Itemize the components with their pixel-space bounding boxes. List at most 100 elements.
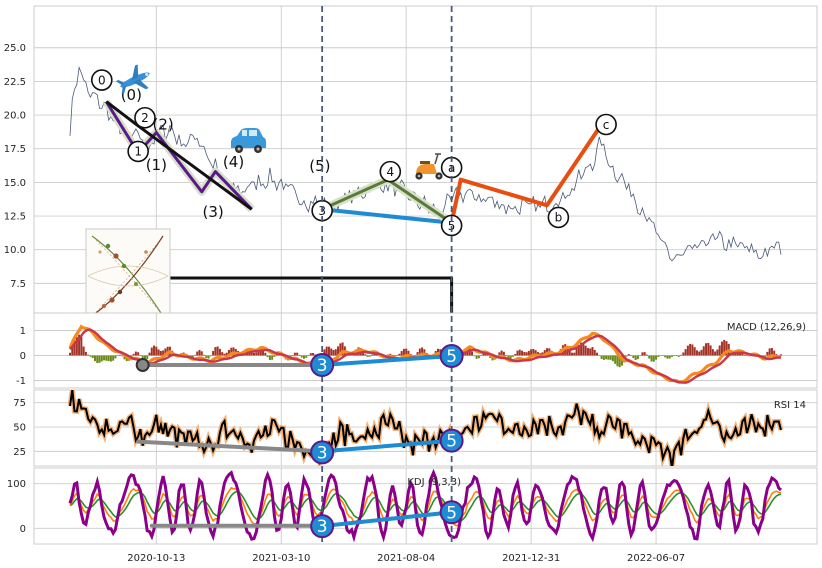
macd-histogram-bar (230, 347, 233, 356)
macd-histogram-bar (664, 355, 667, 358)
price-y-tick-label: 20.0 (4, 111, 26, 122)
macd-histogram-bar (402, 348, 405, 356)
macd-histogram-bar (264, 352, 267, 356)
macd-histogram-bar (505, 354, 508, 356)
wave-node-circle (91, 69, 113, 91)
macd-histogram-bar (139, 355, 142, 356)
macd-panel: 1 0 -1 MACD (12,26,9) (16, 312, 818, 389)
macd-histogram-bar (605, 355, 608, 360)
macd-divergence-line (320, 354, 454, 367)
macd-histogram-bar (711, 349, 714, 356)
x-tick-label: 2021-12-31 (502, 553, 560, 564)
macd-histogram-bar (273, 355, 276, 357)
airplane-icon (115, 64, 150, 94)
macd-histogram-bar (334, 349, 337, 356)
macd-histogram-bar (221, 352, 224, 356)
macd-histogram-bar (555, 355, 558, 356)
macd-histogram-bar (580, 342, 583, 356)
wave-label: (1) (146, 156, 167, 174)
macd-histogram-bar (680, 354, 683, 356)
macd-histogram-bar (103, 355, 106, 361)
macd-histogram-bar (511, 355, 514, 357)
macd-histogram-bar (423, 349, 426, 356)
macd-histogram-bar (368, 355, 371, 357)
macd-histogram-bar (98, 355, 101, 363)
macd-histogram-bar (302, 355, 305, 359)
macd-histogram-bar (568, 349, 571, 356)
macd-histogram-bar (327, 346, 330, 356)
rsi-divergence-marker-label: 3 (317, 443, 328, 463)
macd-histogram-bar (596, 352, 599, 356)
macd-histogram-bar (514, 354, 517, 356)
macd-histogram-bar (312, 353, 315, 356)
macd-histogram-bar (668, 355, 671, 359)
wave-node-label: 2 (141, 111, 149, 125)
wave-node-label: c (603, 118, 610, 132)
macd-histogram-bar (146, 355, 149, 360)
macd-histogram-bar (271, 355, 274, 360)
macd-histogram-bar (611, 355, 614, 362)
macd-histogram-bar (391, 354, 394, 356)
macd-histogram-bar (228, 349, 231, 356)
macd-histogram-bar (725, 341, 728, 356)
macd-histogram-bar (314, 354, 317, 356)
macd-histogram-bar (143, 355, 146, 361)
macd-histogram-bar (416, 352, 419, 356)
price-y-ticks: 7.5 10.0 12.5 15.0 17.5 20.0 22.5 25.0 (4, 43, 26, 290)
price-y-tick-label: 22.5 (4, 77, 26, 88)
macd-histogram-bar (84, 351, 87, 356)
macd-histogram-bar (141, 355, 144, 359)
wave-node-circle (134, 106, 156, 129)
kdj-divergence-lines (149, 510, 454, 529)
rsi-divergence-line (136, 439, 325, 454)
macd-histogram-bar (480, 355, 483, 356)
macd-histogram-bar (209, 355, 212, 357)
macd-histogram-bar (673, 355, 676, 356)
macd-histogram-bar (89, 355, 92, 357)
kdj-divergence-marker-label: 3 (317, 517, 328, 537)
macd-histogram-bar (250, 351, 253, 356)
macd-histogram-bar (216, 346, 219, 356)
macd-histogram-bar (225, 352, 228, 356)
macd-histogram-bar (157, 349, 160, 356)
macd-y-ticks: 1 0 -1 (16, 326, 26, 387)
macd-histogram-bar (191, 355, 194, 358)
macd-histogram-bar (736, 352, 739, 356)
macd-histogram-bar (118, 354, 121, 356)
macd-histogram-bar (132, 353, 135, 356)
macd-histogram-bar (153, 345, 156, 356)
macd-histogram-bar (530, 349, 533, 356)
kdj-divergence-marker (310, 514, 335, 539)
macd-histogram-bar (593, 349, 596, 356)
macd-histogram-bar (773, 350, 776, 356)
macd-histogram-bar (405, 348, 408, 356)
macd-histogram-bar (677, 355, 680, 357)
wave-node-circle (440, 214, 463, 237)
car-icon (231, 128, 266, 153)
macd-histogram-bar (521, 350, 524, 356)
macd-histogram-bar (636, 355, 639, 360)
macd-histogram-bar (398, 353, 401, 356)
macd-histogram-bar (291, 355, 294, 356)
macd-divergence-marker-label: 3 (317, 356, 328, 376)
macd-histogram-bar (498, 352, 501, 356)
macd-histogram-bar (246, 348, 249, 356)
macd-histogram-bar (600, 355, 603, 359)
thumbnail-image (85, 228, 171, 324)
macd-histogram-bar (252, 352, 255, 356)
rsi-divergence-marker (310, 440, 335, 465)
macd-histogram-bar (71, 345, 74, 356)
wave-node-circle (379, 160, 402, 183)
wave-node-label: b (555, 211, 563, 225)
macd-histogram-bar (371, 354, 374, 356)
macd-histogram-bar (609, 355, 612, 360)
macd-histogram-bar (571, 352, 574, 356)
wave-node-label: 4 (386, 165, 394, 179)
macd-histogram-bar (691, 344, 694, 356)
macd-histogram-bar (305, 355, 308, 358)
macd-histogram-bar (159, 351, 162, 356)
macd-histogram-bar (586, 348, 589, 356)
macd-histogram-bar (577, 344, 580, 356)
macd-divergence-start (135, 358, 150, 372)
macd-histogram-bar (698, 351, 701, 356)
